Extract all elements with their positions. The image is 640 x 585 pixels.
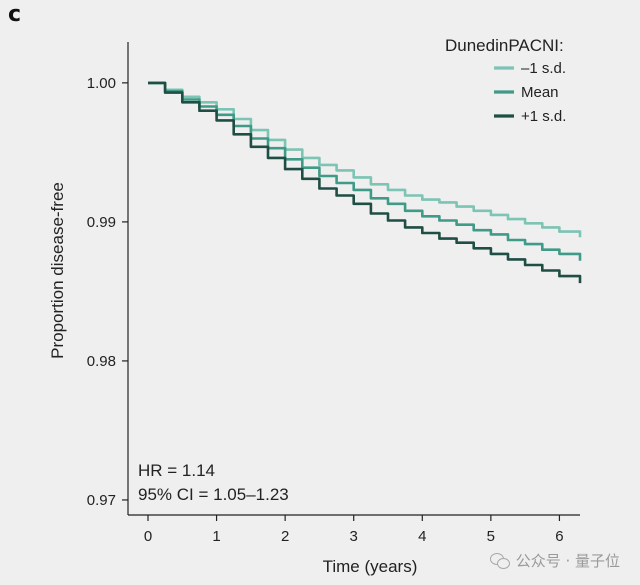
- legend-title: DunedinPACNI:: [445, 36, 564, 55]
- annotations: HR = 1.14 95% CI = 1.05–1.23: [138, 461, 289, 504]
- x-tick-label: 1: [212, 528, 220, 545]
- legend-label: +1 s.d.: [521, 108, 566, 125]
- legend-items: –1 s.d. Mean +1 s.d.: [494, 60, 566, 125]
- y-tick-label: 1.00: [87, 75, 116, 92]
- series-line-1: [148, 81, 582, 238]
- x-ticks: 0 1 2 3 4 5 6: [144, 515, 564, 545]
- legend-label: –1 s.d.: [521, 60, 566, 77]
- y-tick-label: 0.97: [87, 492, 116, 509]
- panel-label: c: [8, 2, 22, 27]
- x-tick-label: 4: [418, 528, 426, 545]
- wechat-icon: [489, 552, 510, 569]
- y-tick-label: 0.98: [87, 353, 116, 370]
- x-tick-label: 6: [555, 528, 563, 545]
- y-tick-label: 0.99: [87, 214, 116, 231]
- series-line-2: [148, 81, 582, 261]
- legend: DunedinPACNI: –1 s.d. Mean +1 s.d.: [445, 36, 566, 125]
- y-axis-title: Proportion disease-free: [48, 182, 67, 359]
- series-lines: [148, 81, 582, 284]
- x-tick-label: 2: [281, 528, 289, 545]
- legend-label: Mean: [521, 84, 559, 101]
- watermark-text: 公众号 · 量子位: [515, 552, 620, 570]
- confidence-interval-annotation: 95% CI = 1.05–1.23: [138, 485, 289, 504]
- y-ticks: 0.97 0.98 0.99 1.00: [87, 75, 128, 509]
- x-tick-label: 3: [350, 528, 358, 545]
- axes: 0.97 0.98 0.99 1.00 0 1 2 3 4 5 6: [87, 42, 580, 545]
- watermark: 公众号 · 量子位: [489, 550, 620, 571]
- x-tick-label: 5: [487, 528, 495, 545]
- hazard-ratio-annotation: HR = 1.14: [138, 461, 215, 480]
- series-line-3: [148, 81, 582, 284]
- x-axis-title: Time (years): [323, 557, 418, 576]
- x-tick-label: 0: [144, 528, 152, 545]
